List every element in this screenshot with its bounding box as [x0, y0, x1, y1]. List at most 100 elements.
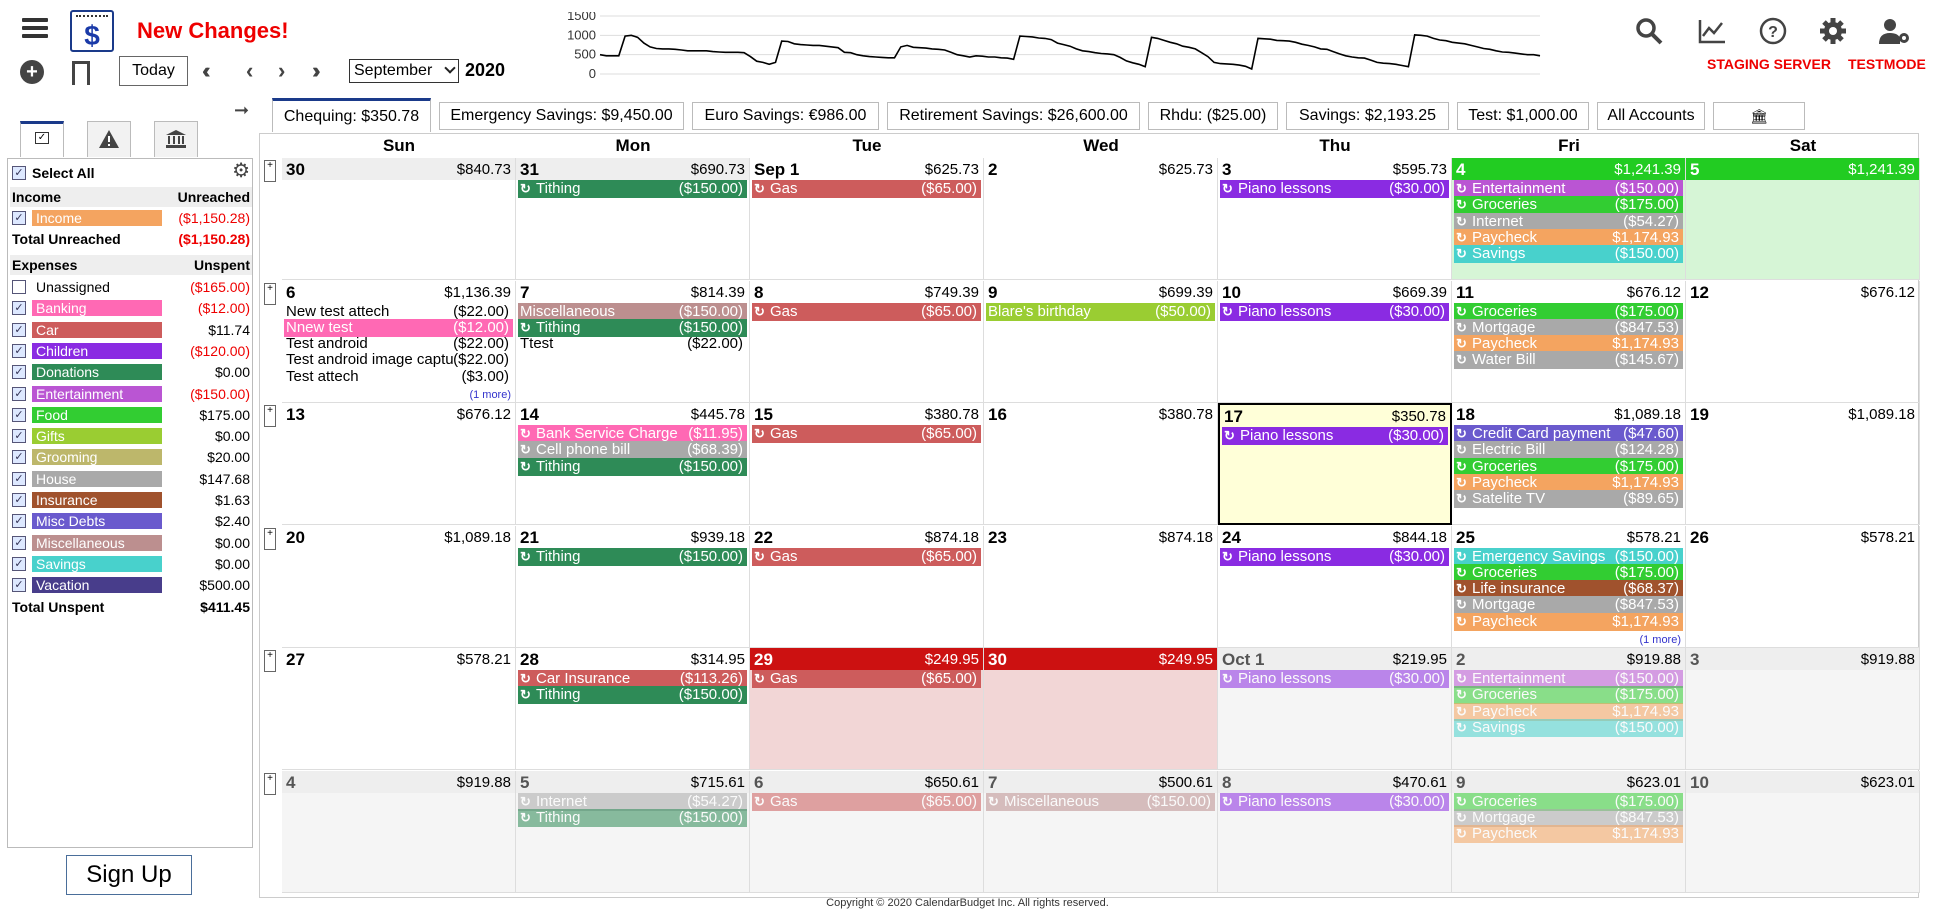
- day-cell[interactable]: 12 $676.12: [1686, 280, 1920, 403]
- day-cell[interactable]: 20 $1,089.18: [282, 525, 516, 648]
- calendar-event[interactable]: ↻ Miscellaneous ($150.00): [986, 792, 1215, 811]
- collapse-arrow-icon[interactable]: ➞: [234, 100, 250, 120]
- day-cell[interactable]: 10 $669.39 ↻ Piano lessons ($30.00): [1218, 280, 1452, 403]
- expense-checkbox[interactable]: ✓: [12, 322, 26, 337]
- day-cell[interactable]: 30 $249.95: [984, 648, 1218, 770]
- day-cell[interactable]: 30 $840.73: [282, 158, 516, 280]
- expense-checkbox[interactable]: ✓: [12, 343, 26, 358]
- day-cell[interactable]: 7 $500.61 ↻ Miscellaneous ($150.00): [984, 770, 1218, 893]
- income-checkbox[interactable]: ✓: [12, 211, 26, 225]
- day-cell[interactable]: 21 $939.18 ↻ Tithing ($150.00): [516, 525, 750, 648]
- next-week-icon[interactable]: ›: [278, 58, 287, 83]
- search-icon[interactable]: [1634, 16, 1664, 46]
- calendar-event[interactable]: ↻ Piano lessons ($30.00): [1220, 302, 1449, 321]
- day-cell[interactable]: 29 $249.95 ↻ Gas ($65.00): [750, 648, 984, 770]
- account-tab[interactable]: Test: $1,000.00: [1457, 102, 1589, 130]
- calendar-event[interactable]: ↻ Groceries ($175.00): [1454, 792, 1683, 811]
- calendar-event[interactable]: ↻ Gas ($65.00): [752, 792, 981, 811]
- chart-icon[interactable]: [1697, 16, 1727, 46]
- account-tab[interactable]: All Accounts: [1597, 102, 1705, 130]
- day-cell[interactable]: 5 $715.61 ↻ Internet ($54.27) ↻ Tithing ($150.0…: [516, 770, 750, 893]
- calendar-event[interactable]: ↻ Mortgage ($847.53): [1454, 318, 1683, 337]
- calendar-event[interactable]: ↻ Life insurance ($68.37): [1454, 580, 1683, 599]
- user-gear-icon[interactable]: [1878, 16, 1912, 46]
- calendar-event[interactable]: ↻ Gas ($65.00): [752, 547, 981, 566]
- new-changes-link[interactable]: New Changes!: [137, 18, 289, 43]
- calendar-event[interactable]: ↻ Piano lessons ($30.00): [1220, 547, 1449, 566]
- today-button[interactable]: Today: [119, 56, 188, 86]
- calendar-event[interactable]: ↻ Credit Card payment ($47.60): [1454, 425, 1683, 443]
- calendar-event[interactable]: ↻ Cell phone bill ($68.39): [518, 441, 747, 460]
- expense-row[interactable]: Unassigned ($165.00): [10, 277, 252, 297]
- calendar-event[interactable]: ↻ Piano lessons ($30.00): [1222, 427, 1448, 445]
- expense-row[interactable]: ✓ Gifts $0.00: [10, 426, 252, 446]
- day-cell[interactable]: Oct 1 $219.95 ↻ Piano lessons ($30.00): [1218, 648, 1452, 770]
- tab-accounts[interactable]: [154, 121, 198, 157]
- expense-checkbox[interactable]: ✓: [12, 301, 26, 316]
- account-tab[interactable]: Emergency Savings: $9,450.00: [439, 102, 684, 130]
- month-select[interactable]: September: [349, 59, 459, 83]
- expense-row[interactable]: ✓ House $147.68: [10, 469, 252, 489]
- calendar-event[interactable]: ↻ Paycheck $1,174.93: [1454, 612, 1683, 631]
- calendar-event[interactable]: Test android ($22.00): [284, 335, 513, 353]
- day-cell[interactable]: 19 $1,089.18: [1686, 403, 1920, 525]
- prev-month-icon[interactable]: ‹‹: [202, 58, 210, 83]
- calendar-event[interactable]: ↻ Tithing ($150.00): [518, 457, 747, 476]
- week-expand-icon[interactable]: +: [264, 160, 276, 182]
- calendar-event[interactable]: ↻ Tithing ($150.00): [518, 318, 747, 337]
- day-cell[interactable]: 25 $578.21 ↻ Emergency Savings ($150.00) ↻ Gro…: [1452, 525, 1686, 648]
- week-expand-icon[interactable]: +: [264, 405, 276, 427]
- calendar-event[interactable]: ↻ Piano lessons ($30.00): [1220, 180, 1449, 198]
- income-row[interactable]: ✓ Income ($1,150.28): [10, 208, 252, 228]
- help-icon[interactable]: ?: [1758, 16, 1788, 46]
- calendar-event[interactable]: Nnew test ($12.00): [284, 318, 513, 337]
- calendar-event[interactable]: ↻ Emergency Savings ($150.00): [1454, 547, 1683, 566]
- day-cell[interactable]: 18 $1,089.18 ↻ Credit Card payment ($47.60) ↻…: [1452, 403, 1686, 525]
- account-tab[interactable]: Rhdu: ($25.00): [1148, 102, 1278, 130]
- expense-checkbox[interactable]: ✓: [12, 429, 26, 444]
- expense-checkbox[interactable]: ✓: [12, 514, 26, 529]
- calendar-event[interactable]: ↻ Tithing ($150.00): [518, 547, 747, 566]
- calendar-event[interactable]: ↻ Savings ($150.00): [1454, 718, 1683, 737]
- gear-icon[interactable]: [1818, 16, 1848, 46]
- account-tab[interactable]: Euro Savings: €986.00: [692, 102, 879, 130]
- more-events-link[interactable]: (1 more): [467, 388, 513, 401]
- next-month-icon[interactable]: ››: [312, 58, 320, 83]
- day-cell[interactable]: 27 $578.21: [282, 648, 516, 770]
- expense-row[interactable]: ✓ Banking ($12.00): [10, 298, 252, 318]
- prev-week-icon[interactable]: ‹: [246, 58, 255, 83]
- expense-checkbox[interactable]: ✓: [12, 386, 26, 401]
- calendar-event[interactable]: Miscellaneous ($150.00): [518, 302, 747, 321]
- day-cell[interactable]: 6 $1,136.39 New test attech ($22.00) Nnew te…: [282, 280, 516, 403]
- sign-up-button[interactable]: Sign Up: [66, 855, 192, 895]
- expense-checkbox[interactable]: ✓: [12, 493, 26, 507]
- day-cell[interactable]: 6 $650.61 ↻ Gas ($65.00): [750, 770, 984, 893]
- day-cell[interactable]: 9 $699.39 Blare's birthday ($50.00): [984, 280, 1218, 403]
- account-tab[interactable]: Retirement Savings: $26,600.00: [887, 102, 1140, 130]
- expense-row[interactable]: ✓ Insurance $1.63: [10, 490, 252, 510]
- day-cell[interactable]: 17 $350.78 ↻ Piano lessons ($30.00): [1218, 403, 1452, 525]
- calendar-event[interactable]: ↻ Paycheck $1,174.93: [1454, 228, 1683, 247]
- tab-categories[interactable]: ✓: [20, 121, 64, 157]
- calendar-event[interactable]: ↻ Groceries ($175.00): [1454, 563, 1683, 582]
- calendar-event[interactable]: ↻ Car Insurance ($113.26): [518, 670, 747, 688]
- expense-row[interactable]: ✓ Grooming $20.00: [10, 447, 252, 467]
- day-cell[interactable]: 24 $844.18 ↻ Piano lessons ($30.00): [1218, 525, 1452, 648]
- expense-checkbox[interactable]: ✓: [12, 578, 26, 593]
- select-all-checkbox[interactable]: ✓: [12, 166, 26, 180]
- calendar-event[interactable]: ↻ Internet ($54.27): [518, 792, 747, 811]
- expense-row[interactable]: ✓ Donations $0.00: [10, 362, 252, 382]
- day-cell[interactable]: 26 $578.21: [1686, 525, 1920, 648]
- expense-checkbox[interactable]: ✓: [12, 471, 26, 486]
- calendar-event[interactable]: ↻ Groceries ($175.00): [1454, 196, 1683, 215]
- calendar-event[interactable]: ↻ Gas ($65.00): [752, 670, 981, 688]
- calendar-event[interactable]: ↻ Mortgage ($847.53): [1454, 596, 1683, 615]
- calendar-event[interactable]: ↻ Entertainment ($150.00): [1454, 670, 1683, 688]
- account-tab[interactable]: Savings: $2,193.25: [1286, 102, 1449, 130]
- expense-row[interactable]: ✓ Entertainment ($150.00): [10, 384, 252, 404]
- day-cell[interactable]: 4 $1,241.39 ↻ Entertainment ($150.00) ↻ Grocer…: [1452, 158, 1686, 280]
- calendar-event[interactable]: ↻ Internet ($54.27): [1454, 212, 1683, 231]
- calendar-event[interactable]: Test attech ($3.00): [284, 368, 513, 386]
- select-all-row[interactable]: ✓ Select All ⚙: [10, 161, 252, 183]
- calendar-event[interactable]: ↻ Piano lessons ($30.00): [1220, 792, 1449, 811]
